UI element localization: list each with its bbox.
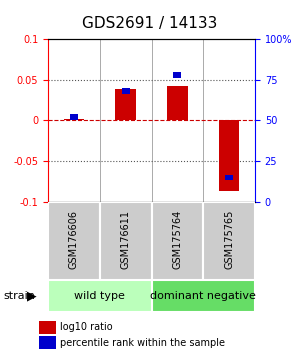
Text: strain: strain: [3, 291, 35, 301]
Text: GDS2691 / 14133: GDS2691 / 14133: [82, 16, 218, 31]
Bar: [122, 88, 130, 94]
Bar: [39, 336, 56, 349]
Bar: [219, 120, 239, 191]
Bar: [39, 321, 56, 334]
Bar: [173, 72, 181, 78]
Text: log10 ratio: log10 ratio: [60, 322, 112, 332]
Bar: [48, 202, 100, 280]
Text: GSM176606: GSM176606: [69, 210, 79, 269]
Bar: [48, 280, 152, 312]
Text: GSM175765: GSM175765: [224, 210, 234, 269]
Text: percentile rank within the sample: percentile rank within the sample: [60, 338, 225, 348]
Text: GSM176611: GSM176611: [121, 210, 130, 269]
Bar: [152, 280, 255, 312]
Text: ▶: ▶: [27, 289, 36, 302]
Bar: [64, 119, 84, 120]
Bar: [152, 202, 203, 280]
Text: dominant negative: dominant negative: [150, 291, 256, 301]
Text: GSM175764: GSM175764: [172, 210, 182, 269]
Bar: [115, 90, 136, 120]
Bar: [70, 114, 78, 120]
Bar: [100, 202, 152, 280]
Bar: [167, 86, 188, 120]
Bar: [203, 202, 255, 280]
Bar: [225, 175, 233, 180]
Text: wild type: wild type: [74, 291, 125, 301]
